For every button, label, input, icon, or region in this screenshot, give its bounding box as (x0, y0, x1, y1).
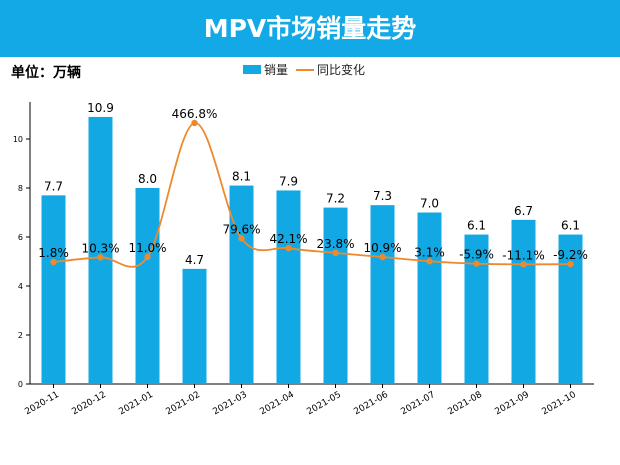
yoy-point-2021-07 (426, 258, 433, 265)
yoy-point-2021-05 (332, 249, 339, 257)
legend-swatch-yoy (296, 69, 314, 71)
yoy-point-2021-08 (473, 260, 480, 267)
x-tick-label: 2021-08 (446, 390, 484, 418)
yoy-value-label: 3.1% (414, 245, 445, 259)
bar-2021-08 (464, 234, 489, 384)
bar-value-label: 10.9 (87, 101, 114, 115)
yoy-point-2021-03 (238, 235, 245, 242)
x-tick-label: 2021-05 (305, 390, 343, 417)
y-tick-label: 4 (18, 282, 23, 291)
bar-2021-05 (323, 207, 348, 384)
x-tick-label: 2021-06 (352, 390, 390, 418)
y-tick-label: 8 (18, 184, 23, 193)
bar-value-label: 6.7 (514, 204, 533, 218)
bar-2021-10 (558, 234, 583, 384)
y-tick-label: 0 (18, 380, 23, 389)
bar-value-label: 6.1 (467, 219, 486, 233)
bar-2020-11 (41, 195, 66, 384)
y-tick-label: 2 (18, 331, 23, 340)
bar-value-label: 8.1 (232, 170, 251, 184)
chart-title: MPV市场销量走势 (203, 14, 417, 43)
yoy-value-label: -9.2% (553, 248, 588, 262)
bar-value-label: 7.3 (373, 189, 392, 203)
yoy-value-label: -11.1% (502, 248, 544, 262)
x-tick-label: 2021-04 (258, 390, 296, 418)
yoy-point-2021-10 (567, 260, 574, 268)
bar-2021-03 (229, 185, 254, 384)
x-tick-label: 2020-11 (23, 390, 61, 417)
yoy-point-2021-09 (520, 261, 527, 268)
bar-2020-12 (88, 116, 113, 384)
yoy-value-label: 23.8% (316, 237, 354, 251)
bar-value-label: 7.2 (326, 192, 345, 206)
bar-2021-01 (135, 188, 160, 384)
x-tick-label: 2021-02 (164, 390, 202, 417)
x-tick-label: 2021-10 (540, 390, 578, 418)
yoy-point-2021-02 (191, 119, 198, 127)
yoy-value-label: 466.8% (172, 107, 218, 121)
yoy-point-2021-01 (144, 253, 151, 261)
bar-value-label: 7.0 (420, 197, 439, 211)
bar-value-label: 7.9 (279, 174, 298, 188)
yoy-point-2020-11 (50, 258, 57, 266)
x-tick-label: 2021-01 (117, 390, 155, 417)
bar-value-label: 6.1 (561, 219, 580, 233)
unit-label: 单位：万辆 (11, 65, 81, 81)
bar-value-label: 8.0 (138, 172, 157, 186)
yoy-value-label: 42.1% (269, 232, 307, 246)
yoy-value-label: 10.9% (363, 241, 401, 255)
x-tick-label: 2021-09 (493, 390, 531, 418)
bar-2021-06 (370, 205, 395, 384)
yoy-point-2021-06 (379, 253, 386, 261)
bar-value-label: 7.7 (44, 179, 63, 193)
legend-swatch-sales (243, 65, 261, 74)
yoy-value-label: -5.9% (459, 248, 494, 262)
bar-2021-02 (182, 268, 207, 384)
yoy-value-label: 79.6% (222, 222, 260, 236)
bar-2021-07 (417, 212, 442, 384)
legend-label-yoy: 同比变化 (317, 63, 366, 77)
bar-2021-09 (511, 219, 536, 384)
y-tick-label: 10 (13, 135, 23, 144)
yoy-value-label: 1.8% (38, 246, 69, 260)
x-tick-label: 2021-03 (211, 390, 249, 417)
legend-label-sales: 销量 (264, 63, 289, 77)
yoy-point-2020-12 (97, 254, 104, 261)
x-tick-label: 2020-12 (70, 390, 108, 417)
yoy-point-2021-04 (285, 244, 292, 252)
bar-value-label: 4.7 (185, 253, 204, 267)
x-tick-label: 2021-07 (399, 390, 437, 417)
yoy-value-label: 11.0% (128, 241, 166, 255)
yoy-value-label: 10.3% (81, 241, 119, 255)
title-banner (0, 0, 620, 57)
bar-2021-04 (276, 190, 301, 384)
y-tick-label: 6 (18, 233, 23, 242)
